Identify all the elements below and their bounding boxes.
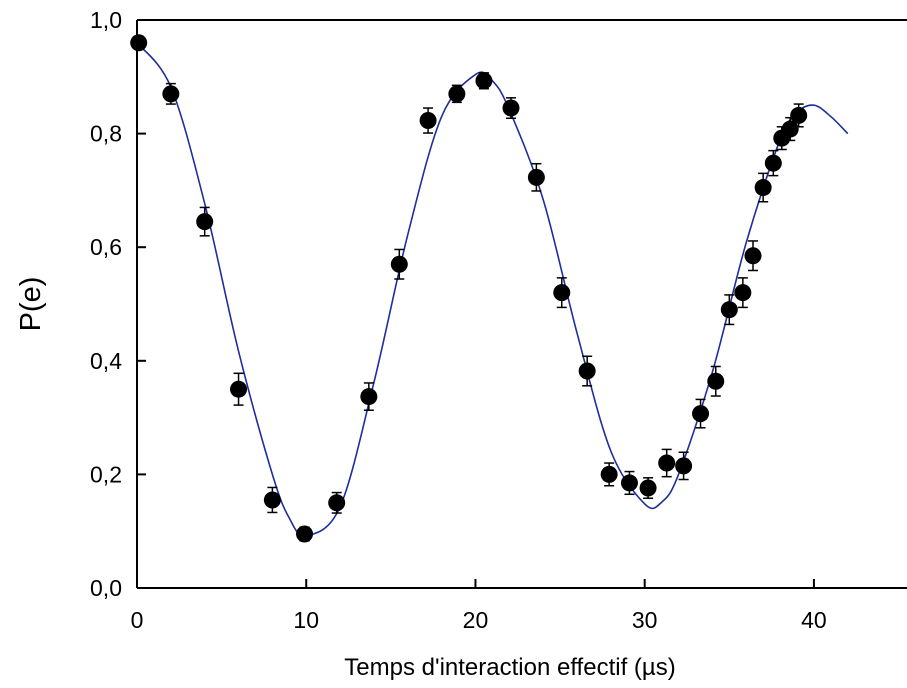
data-point: [360, 388, 378, 406]
data-point: [502, 99, 520, 117]
data-point: [707, 372, 725, 390]
x-tick-label: 20: [463, 607, 489, 633]
y-axis-title: P(e): [15, 277, 47, 332]
error-bars: [133, 36, 804, 542]
plot-area: [130, 34, 849, 543]
data-point: [196, 213, 214, 231]
data-point: [764, 154, 782, 172]
fit-curve: [136, 42, 849, 537]
data-point: [230, 380, 248, 398]
data-point: [790, 106, 808, 124]
data-point: [419, 112, 437, 130]
data-point: [263, 491, 281, 509]
y-tick-label: 1,0: [90, 7, 122, 33]
data-point: [162, 85, 180, 103]
data-point: [390, 255, 408, 273]
data-point: [475, 72, 493, 90]
data-point: [720, 301, 738, 319]
y-tick-label: 0,0: [90, 575, 122, 601]
data-point: [620, 474, 638, 492]
y-tick-label: 0,8: [90, 121, 122, 147]
x-tick-label: 10: [293, 607, 319, 633]
data-point: [553, 284, 571, 302]
data-point: [296, 525, 314, 543]
y-tick-label: 0,2: [90, 461, 122, 487]
x-ticks: 0 10 20 30 40: [131, 579, 827, 633]
y-tick-label: 0,6: [90, 234, 122, 260]
x-tick-label: 30: [632, 607, 658, 633]
data-point: [734, 284, 752, 302]
data-point: [600, 465, 618, 483]
data-point: [675, 457, 693, 475]
data-point: [781, 120, 799, 138]
data-point: [527, 168, 545, 186]
data-point: [578, 362, 596, 380]
x-tick-label: 40: [801, 607, 827, 633]
x-tick-label: 0: [131, 607, 144, 633]
data-points: [130, 34, 808, 543]
axes: 0 10 20 30 40 0,0 0,2 0,4 0,6 0,8 1,0: [90, 7, 907, 633]
data-point: [754, 179, 772, 197]
data-point: [639, 479, 657, 497]
data-point: [328, 494, 346, 512]
data-point: [744, 247, 762, 265]
y-tick-label: 0,4: [90, 348, 122, 374]
data-point: [692, 405, 710, 423]
data-point: [658, 454, 676, 472]
y-ticks: 0,0 0,2 0,4 0,6 0,8 1,0: [90, 7, 146, 601]
x-axis-title: Temps d'interaction effectif (µs): [344, 654, 675, 681]
data-point: [130, 34, 148, 52]
data-point: [448, 85, 466, 103]
